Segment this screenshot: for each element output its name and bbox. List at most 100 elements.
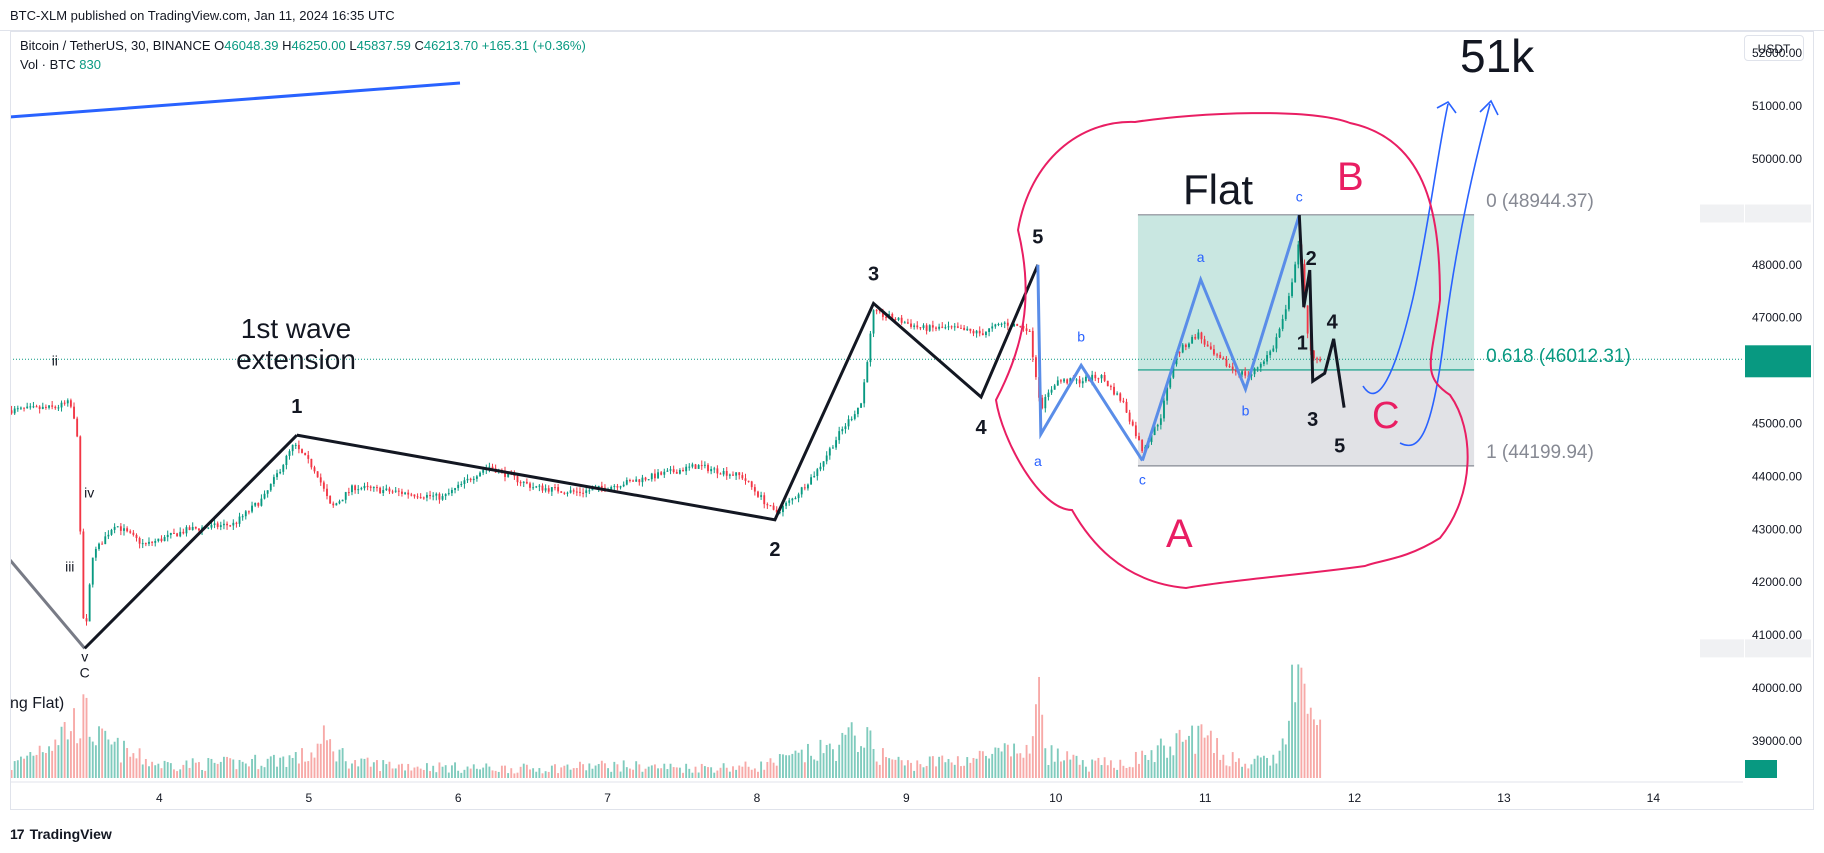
candle-body (432, 495, 435, 497)
wave-B-label: B (1337, 155, 1364, 199)
candle-body (1253, 368, 1256, 375)
impulse-wave-line (83, 434, 298, 650)
wave-labels: 0 (48944.37) 0.618 (46012.31) 1 (44199.94)… (10, 30, 1803, 805)
price-tick-label: 42000.00 (1752, 575, 1802, 589)
arrow-head-1 (1436, 100, 1457, 114)
high-price-tag (1745, 204, 1811, 223)
volume-bar (1122, 765, 1125, 778)
volume-bar (560, 767, 563, 778)
volume-bar (1247, 768, 1250, 778)
symbol-name[interactable]: Bitcoin / TetherUS, 30, BINANCE (20, 38, 211, 53)
volume-bar (554, 764, 556, 778)
candle-body (738, 472, 741, 476)
volume-bar (351, 763, 353, 778)
candle-body (441, 496, 444, 500)
volume-bar (494, 770, 497, 778)
candle-body (332, 503, 335, 506)
fib-zone-lower (1137, 369, 1475, 466)
candle-body (491, 466, 494, 469)
candle-body (1225, 359, 1228, 367)
volume-bar (903, 765, 906, 778)
candle-body (507, 472, 510, 477)
impulse-wave-line (296, 264, 1040, 522)
volume-bar (1184, 739, 1187, 778)
volume-bar (1219, 759, 1222, 778)
volume-bar (163, 760, 166, 778)
candle-body (554, 487, 556, 489)
price-tick-label: 39000.00 (1752, 734, 1802, 748)
candle-body (382, 490, 385, 494)
volume-bar (48, 746, 50, 778)
candle-body (66, 400, 69, 404)
candle-body (563, 492, 566, 494)
candle-body (1303, 263, 1306, 306)
volume-bar (1309, 707, 1312, 778)
price-tick-label: 43000.00 (1752, 522, 1802, 536)
candle-body (304, 452, 307, 456)
candle-body (891, 313, 894, 319)
candle-body (669, 469, 672, 471)
candle-body (416, 496, 419, 498)
volume-bar (85, 697, 88, 778)
volume-bar (572, 768, 575, 778)
candle-body (438, 493, 441, 500)
annotation-1st-wave: 1st wave (241, 313, 352, 344)
volume-bar (591, 768, 594, 778)
volume-bar (479, 769, 481, 778)
volume-bar (432, 765, 435, 778)
candle-body (566, 492, 569, 494)
candle-body (1084, 376, 1087, 382)
candle-body (1122, 400, 1125, 402)
volume-bar (397, 764, 400, 778)
volume-bar (563, 765, 566, 778)
candle-body (1262, 361, 1265, 364)
volume-bar (1056, 748, 1059, 778)
chart-frame[interactable] (10, 31, 1814, 810)
low-price-tag (1745, 639, 1811, 658)
volume-bar (675, 767, 678, 778)
candle-body (1056, 380, 1059, 386)
volume-bar (1172, 755, 1175, 778)
candle-body (966, 328, 969, 331)
candle-body (19, 407, 22, 409)
drawings[interactable] (10, 81, 1499, 650)
volume-bar (1078, 764, 1081, 778)
candle-body (44, 406, 47, 408)
candle-body (550, 487, 553, 492)
candle-body (135, 534, 138, 539)
candle-body (772, 505, 775, 510)
volume-bar (753, 768, 756, 778)
candle-body (875, 310, 878, 312)
candle-body (329, 496, 332, 504)
candle-body (313, 467, 316, 472)
volume-label[interactable]: Vol · BTC (20, 57, 76, 72)
volume-bar (953, 764, 956, 778)
volume-bar (791, 753, 794, 778)
volume-bar (728, 771, 731, 778)
candle-body (16, 408, 19, 410)
candle-body (32, 406, 35, 408)
volume-bar (831, 749, 834, 778)
candle-body (722, 470, 725, 475)
candle-body (585, 490, 588, 494)
wave-label: 2 (769, 539, 780, 561)
volume-bar (678, 767, 681, 778)
volume-bar (963, 765, 966, 778)
candle-body (232, 522, 235, 526)
candle-body (369, 486, 372, 488)
volume-bar (1194, 753, 1197, 778)
currency-button[interactable]: USDT (1744, 35, 1804, 61)
volume-bar (1031, 736, 1034, 778)
volume-bar (238, 759, 241, 778)
candle-body (560, 491, 563, 493)
candle-body (1191, 336, 1194, 344)
tradingview-logo[interactable]: 17 TradingView (10, 826, 112, 842)
open-label: O (214, 38, 225, 53)
candle-body (1156, 424, 1159, 427)
candle-body (628, 480, 631, 482)
candle-body (126, 528, 129, 532)
candle-body (650, 473, 653, 480)
candle-body (813, 475, 816, 478)
volume-bar (1175, 733, 1178, 778)
